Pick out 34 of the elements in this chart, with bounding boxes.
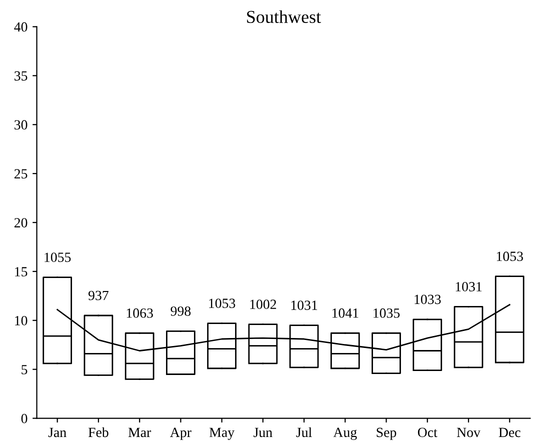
y-tick-label: 20 <box>14 218 28 228</box>
annotation: 1035 <box>374 308 400 318</box>
x-tick-label: Oct <box>418 428 438 438</box>
annotation: 1031 <box>291 300 318 310</box>
annotation: 937 <box>88 290 108 300</box>
x-tick-label: Dec <box>498 428 520 438</box>
x-tick-label: Jun <box>254 428 272 438</box>
x-tick-label: Aug <box>333 428 357 440</box>
annotation: 1031 <box>456 282 482 292</box>
y-tick-label: 15 <box>15 267 28 276</box>
annotation: 1055 <box>44 252 71 262</box>
annotation: 1033 <box>414 294 441 304</box>
annotation: 1041 <box>332 308 358 318</box>
x-tick-label: Nov <box>456 428 480 438</box>
x-tick-label: Jul <box>296 427 312 438</box>
y-tick-label: 0 <box>21 414 28 424</box>
x-tick-label: May <box>209 428 234 440</box>
y-tick-label: 35 <box>14 71 28 81</box>
annotation: 998 <box>170 306 191 316</box>
annotation: 1053 <box>209 298 236 308</box>
annotation: 1002 <box>250 300 276 309</box>
annotation: 1063 <box>126 308 153 318</box>
y-tick-label: 25 <box>14 169 28 179</box>
x-tick-label: Apr <box>170 428 192 440</box>
x-tick-label: Sep <box>376 428 396 440</box>
x-tick-label: Feb <box>88 427 108 438</box>
y-tick-label: 30 <box>14 120 28 130</box>
y-tick-label: 40 <box>14 22 28 32</box>
x-tick-label: Mar <box>128 428 152 438</box>
x-tick-label: Jan <box>48 428 66 438</box>
y-tick-label: 5 <box>22 365 28 374</box>
chart-title: Southwest <box>247 10 321 24</box>
annotation: 1053 <box>496 252 523 262</box>
y-tick-label: 10 <box>15 316 28 326</box>
